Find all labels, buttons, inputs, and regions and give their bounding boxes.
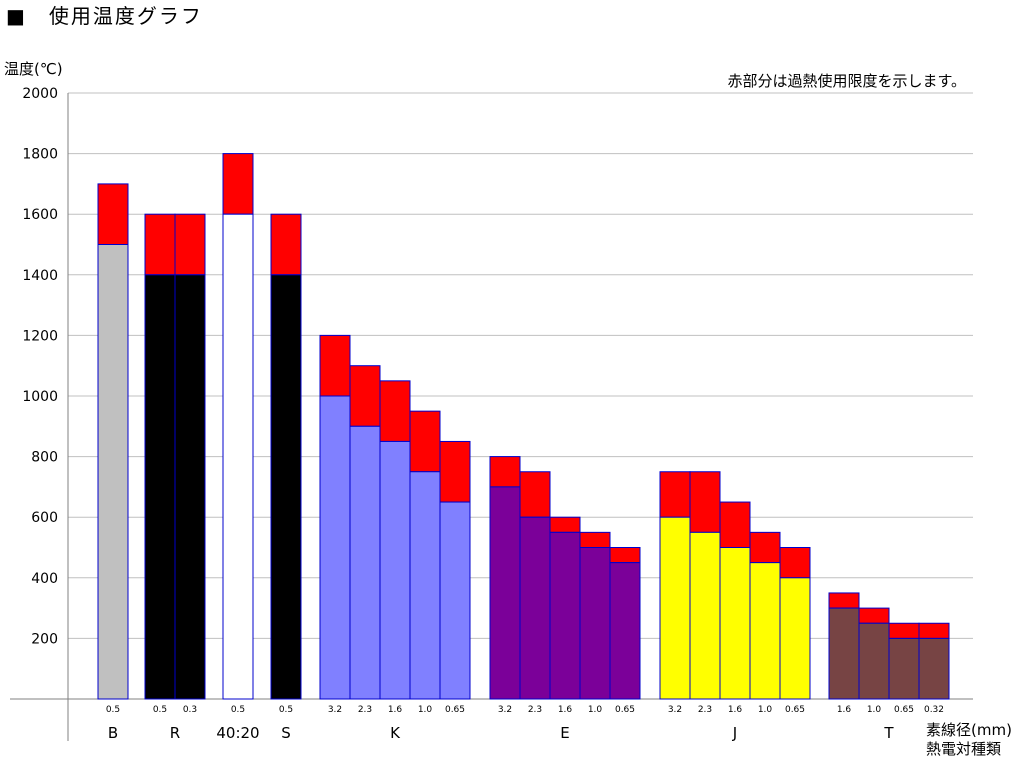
bar-normal-segment bbox=[489, 486, 521, 700]
bar-normal-segment bbox=[144, 274, 176, 700]
bar-normal-segment bbox=[270, 274, 302, 700]
thermocouple-type-label: E bbox=[560, 724, 569, 742]
diameter-label: 1.6 bbox=[837, 705, 852, 715]
diameter-label: 2.3 bbox=[358, 705, 372, 715]
x-labels: 0.5B0.5 0.3R0.540:200.5S3.2 2.3 1.6 1.0 0.65K… bbox=[106, 705, 944, 742]
bar-overheat-segment bbox=[319, 334, 351, 397]
bar-overheat-segment bbox=[888, 622, 920, 639]
bar-normal-segment bbox=[549, 531, 581, 700]
bar-overheat-segment bbox=[659, 471, 691, 518]
bar-normal-segment bbox=[439, 501, 471, 700]
bar-overheat-segment bbox=[222, 153, 254, 215]
bar-overheat-segment bbox=[174, 213, 206, 276]
bar-normal-segment bbox=[319, 395, 351, 700]
bar-normal-segment bbox=[349, 425, 381, 700]
bar-overheat-segment bbox=[579, 531, 611, 548]
bar-normal-segment bbox=[97, 244, 129, 700]
bar-normal-segment bbox=[779, 577, 811, 700]
y-tick-label: 1600 bbox=[22, 207, 58, 223]
y-tick-label: 2000 bbox=[22, 86, 58, 102]
diameter-label: 1.0 bbox=[588, 705, 603, 715]
bar-overheat-segment bbox=[828, 592, 860, 609]
bar-overheat-segment bbox=[749, 531, 781, 564]
bar-normal-segment bbox=[409, 471, 441, 700]
bar-normal-segment bbox=[719, 547, 751, 700]
thermocouple-type-label: S bbox=[281, 724, 291, 742]
thermocouple-type-label: T bbox=[883, 724, 894, 742]
bar-overheat-segment bbox=[719, 501, 751, 548]
bar-overheat-segment bbox=[689, 471, 721, 533]
bar-normal-segment bbox=[749, 562, 781, 700]
diameter-label: 1.0 bbox=[758, 705, 773, 715]
bar-normal-segment bbox=[888, 637, 920, 700]
bar-normal-segment bbox=[918, 637, 950, 700]
thermocouple-type-label: K bbox=[390, 724, 401, 742]
diameter-label: 0.65 bbox=[894, 705, 914, 715]
diameter-label: 3.2 bbox=[498, 705, 512, 715]
bar-normal-segment bbox=[858, 622, 890, 700]
bar-overheat-segment bbox=[609, 547, 641, 564]
thermocouple-type-label: B bbox=[108, 724, 118, 742]
diameter-label: 0.3 bbox=[183, 705, 197, 715]
y-tick-label: 800 bbox=[31, 450, 58, 466]
bar-overheat-segment bbox=[379, 380, 411, 442]
thermocouple-type-label: 40:20 bbox=[216, 724, 259, 742]
bar-normal-segment bbox=[828, 607, 860, 700]
bar-overheat-segment bbox=[97, 183, 129, 245]
bar-overheat-segment bbox=[519, 471, 551, 518]
bar-overheat-segment bbox=[439, 440, 471, 503]
bar-normal-segment bbox=[379, 440, 411, 700]
bar-normal-segment bbox=[579, 547, 611, 700]
diameter-label: 2.3 bbox=[698, 705, 712, 715]
y-axis-label: 温度(℃) bbox=[4, 60, 63, 78]
x-axis-label-diameter: 素線径(mm) bbox=[926, 721, 1012, 739]
y-tick-label: 400 bbox=[31, 571, 58, 587]
bar-overheat-segment bbox=[779, 547, 811, 579]
diameter-label: 1.0 bbox=[418, 705, 433, 715]
y-tick-label: 1000 bbox=[22, 389, 58, 405]
diameter-label: 0.5 bbox=[231, 705, 245, 715]
y-tick-label: 600 bbox=[31, 510, 58, 526]
bar-overheat-segment bbox=[918, 622, 950, 639]
bar-overheat-segment bbox=[270, 213, 302, 276]
bar-overheat-segment bbox=[489, 456, 521, 488]
diameter-label: 0.65 bbox=[615, 705, 635, 715]
diameter-label: 3.2 bbox=[668, 705, 682, 715]
bar-overheat-segment bbox=[144, 213, 176, 276]
chart-title: ■ 使用温度グラフ bbox=[6, 4, 203, 28]
bar-overheat-segment bbox=[409, 410, 441, 473]
thermocouple-type-label: J bbox=[732, 724, 737, 742]
bar-overheat-segment bbox=[549, 516, 581, 533]
diameter-label: 1.6 bbox=[388, 705, 403, 715]
bar-normal-segment bbox=[222, 213, 254, 700]
diameter-label: 1.6 bbox=[728, 705, 743, 715]
diameter-label: 1.0 bbox=[867, 705, 882, 715]
y-axis: 200 400 600 800 1000 1200 1400 1600 1800 2000 bbox=[10, 86, 973, 741]
y-tick-label: 1800 bbox=[22, 147, 58, 163]
bar-overheat-segment bbox=[858, 607, 890, 624]
diameter-label: 0.5 bbox=[106, 705, 120, 715]
bars bbox=[97, 153, 950, 700]
bar-normal-segment bbox=[689, 531, 721, 700]
diameter-label: 0.5 bbox=[279, 705, 293, 715]
diameter-label: 0.5 bbox=[153, 705, 167, 715]
overheat-note: 赤部分は過熱使用限度を示します。 bbox=[727, 72, 966, 90]
diameter-label: 0.65 bbox=[445, 705, 465, 715]
bar-overheat-segment bbox=[349, 365, 381, 427]
y-tick-label: 1200 bbox=[22, 328, 58, 344]
bar-normal-segment bbox=[659, 516, 691, 700]
thermocouple-type-label: R bbox=[170, 724, 180, 742]
diameter-label: 2.3 bbox=[528, 705, 542, 715]
bar-normal-segment bbox=[174, 274, 206, 700]
bar-normal-segment bbox=[519, 516, 551, 700]
diameter-label: 1.6 bbox=[558, 705, 573, 715]
diameter-label: 0.65 bbox=[785, 705, 805, 715]
diameter-label: 0.32 bbox=[924, 705, 944, 715]
y-tick-label: 200 bbox=[31, 631, 58, 647]
y-tick-label: 1400 bbox=[22, 268, 58, 284]
diameter-label: 3.2 bbox=[328, 705, 342, 715]
x-axis-label-type: 熱電対種類 bbox=[926, 740, 1001, 758]
bar-normal-segment bbox=[609, 562, 641, 700]
